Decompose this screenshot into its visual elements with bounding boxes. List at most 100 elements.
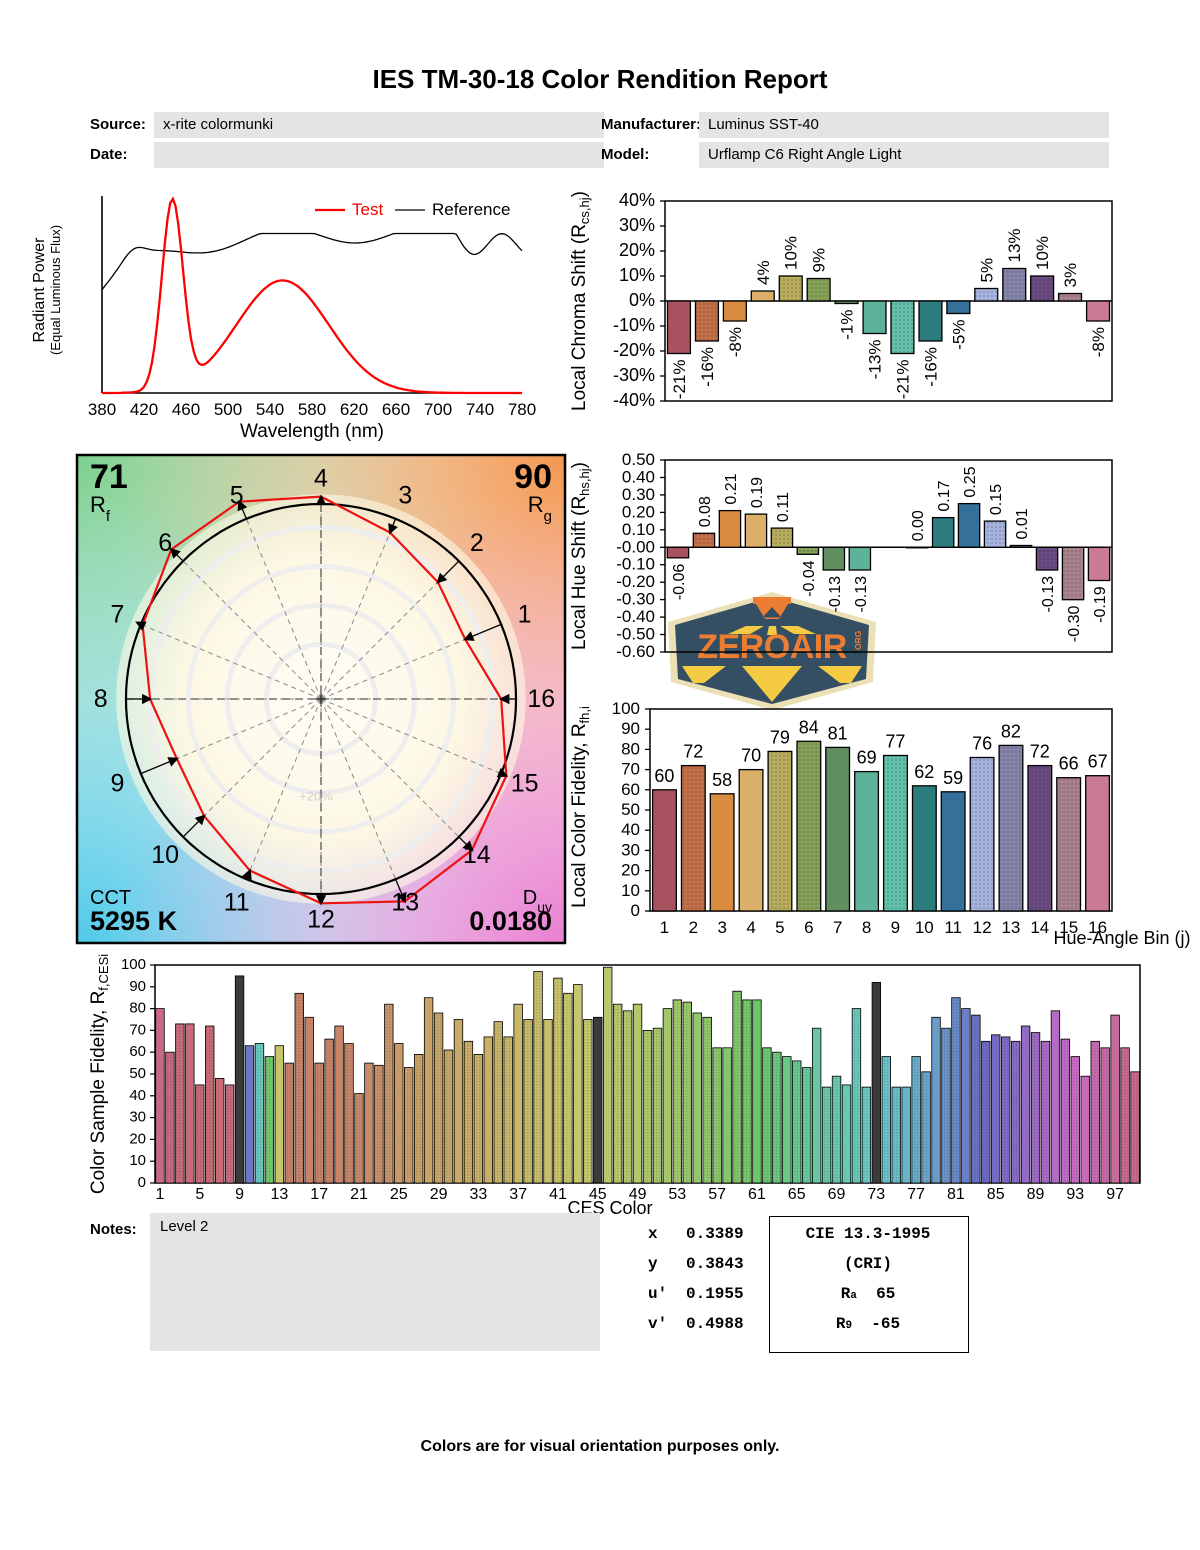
svg-text:5: 5 (195, 1186, 204, 1203)
svg-text:700: 700 (424, 400, 452, 419)
svg-text:13: 13 (391, 889, 419, 917)
svg-text:70: 70 (621, 760, 640, 779)
svg-text:6: 6 (158, 529, 172, 557)
svg-text:Local Chroma Shift (Rcs,hj): Local Chroma Shift (Rcs,hj) (569, 191, 592, 411)
svg-text:65: 65 (788, 1186, 806, 1203)
svg-text:-0.13: -0.13 (827, 576, 844, 613)
svg-text:50: 50 (621, 800, 640, 819)
svg-text:10: 10 (129, 1152, 146, 1169)
svg-text:60: 60 (621, 780, 640, 799)
svg-text:500: 500 (214, 400, 242, 419)
svg-text:20%: 20% (619, 240, 655, 260)
svg-text:8: 8 (94, 685, 108, 713)
svg-text:82: 82 (1001, 721, 1021, 741)
svg-text:84: 84 (799, 717, 819, 737)
svg-text:10%: 10% (1033, 236, 1052, 270)
svg-text:90: 90 (621, 719, 640, 738)
svg-text:13: 13 (271, 1186, 289, 1203)
svg-text:100: 100 (612, 699, 640, 718)
svg-text:50: 50 (129, 1065, 146, 1082)
svg-text:71: 71 (90, 458, 128, 496)
svg-text:380: 380 (88, 400, 116, 419)
svg-text:0.17: 0.17 (936, 480, 953, 511)
svg-text:81: 81 (828, 723, 848, 743)
svg-text:-13%: -13% (866, 340, 885, 380)
svg-text:Local Color Fidelity, Rfh,i: Local Color Fidelity, Rfh,i (569, 706, 592, 908)
svg-text:0.00: 0.00 (910, 510, 927, 541)
svg-text:-0.13: -0.13 (1040, 576, 1057, 613)
svg-text:21: 21 (350, 1186, 368, 1203)
svg-text:580: 580 (298, 400, 326, 419)
svg-text:0.0180: 0.0180 (469, 906, 552, 936)
svg-text:10: 10 (151, 841, 179, 869)
svg-text:-0.19: -0.19 (1092, 586, 1109, 623)
svg-text:-0.00: -0.00 (616, 537, 655, 556)
svg-text:-0.10: -0.10 (616, 555, 655, 574)
svg-text:62: 62 (914, 762, 934, 782)
svg-text:80: 80 (621, 739, 640, 758)
svg-text:1: 1 (156, 1186, 165, 1203)
svg-text:7: 7 (110, 601, 124, 629)
svg-text:2: 2 (470, 529, 484, 557)
svg-text:0.50: 0.50 (622, 450, 655, 469)
svg-text:-21%: -21% (670, 360, 689, 400)
svg-text:-20%: -20% (613, 340, 655, 360)
svg-text:60: 60 (654, 766, 674, 786)
svg-text:1: 1 (518, 601, 532, 629)
svg-text:-8%: -8% (1089, 327, 1108, 357)
svg-text:9: 9 (235, 1186, 244, 1203)
svg-text:Reference: Reference (432, 200, 510, 219)
svg-text:-30%: -30% (613, 365, 655, 385)
svg-text:0.40: 0.40 (622, 468, 655, 487)
svg-text:76: 76 (972, 734, 992, 754)
svg-text:0.20: 0.20 (622, 502, 655, 521)
svg-text:0.11: 0.11 (775, 492, 792, 522)
svg-text:40: 40 (129, 1087, 146, 1104)
svg-text:-0.40: -0.40 (616, 607, 655, 626)
svg-text:70: 70 (129, 1021, 146, 1038)
svg-text:89: 89 (1027, 1186, 1045, 1203)
svg-text:660: 660 (382, 400, 410, 419)
svg-text:11: 11 (224, 889, 250, 917)
svg-text:0.01: 0.01 (1014, 508, 1031, 539)
svg-text:-0.50: -0.50 (616, 625, 655, 644)
svg-text:30: 30 (621, 840, 640, 859)
svg-text:10%: 10% (619, 265, 655, 285)
svg-text:80: 80 (129, 1000, 146, 1017)
svg-text:620: 620 (340, 400, 368, 419)
svg-text:100: 100 (121, 956, 146, 973)
svg-text:0.08: 0.08 (697, 496, 714, 527)
svg-text:4%: 4% (754, 260, 773, 285)
svg-text:90: 90 (514, 458, 552, 496)
svg-text:4: 4 (314, 465, 328, 493)
svg-text:70: 70 (741, 746, 761, 766)
svg-text:780: 780 (508, 400, 536, 419)
svg-text:73: 73 (867, 1186, 885, 1203)
svg-text:66: 66 (1059, 754, 1079, 774)
svg-text:540: 540 (256, 400, 284, 419)
svg-text:90: 90 (129, 978, 146, 995)
svg-text:-0.20: -0.20 (616, 572, 655, 591)
svg-text:58: 58 (712, 770, 732, 790)
svg-text:10%: 10% (782, 236, 801, 270)
svg-text:0.19: 0.19 (749, 477, 766, 508)
svg-text:5%: 5% (977, 258, 996, 283)
svg-text:72: 72 (1030, 742, 1050, 762)
svg-text:97: 97 (1106, 1186, 1124, 1203)
svg-text:-0.30: -0.30 (616, 590, 655, 609)
svg-text:Color Sample Fidelity, Rf,CESi: Color Sample Fidelity, Rf,CESi (88, 954, 111, 1194)
svg-text:69: 69 (828, 1186, 846, 1203)
svg-text:740: 740 (466, 400, 494, 419)
svg-text:0.30: 0.30 (622, 485, 655, 504)
svg-text:-0.06: -0.06 (671, 564, 688, 601)
svg-text:29: 29 (430, 1186, 448, 1203)
svg-text:Test: Test (352, 200, 383, 219)
svg-text:460: 460 (172, 400, 200, 419)
svg-text:77: 77 (907, 1186, 925, 1203)
svg-text:Local Hue Shift (Rhs,hj): Local Hue Shift (Rhs,hj) (569, 462, 592, 650)
svg-text:30%: 30% (619, 215, 655, 235)
svg-text:-40%: -40% (613, 390, 655, 410)
svg-text:77: 77 (885, 732, 905, 752)
svg-text:20: 20 (129, 1130, 146, 1147)
svg-text:-16%: -16% (921, 347, 940, 387)
